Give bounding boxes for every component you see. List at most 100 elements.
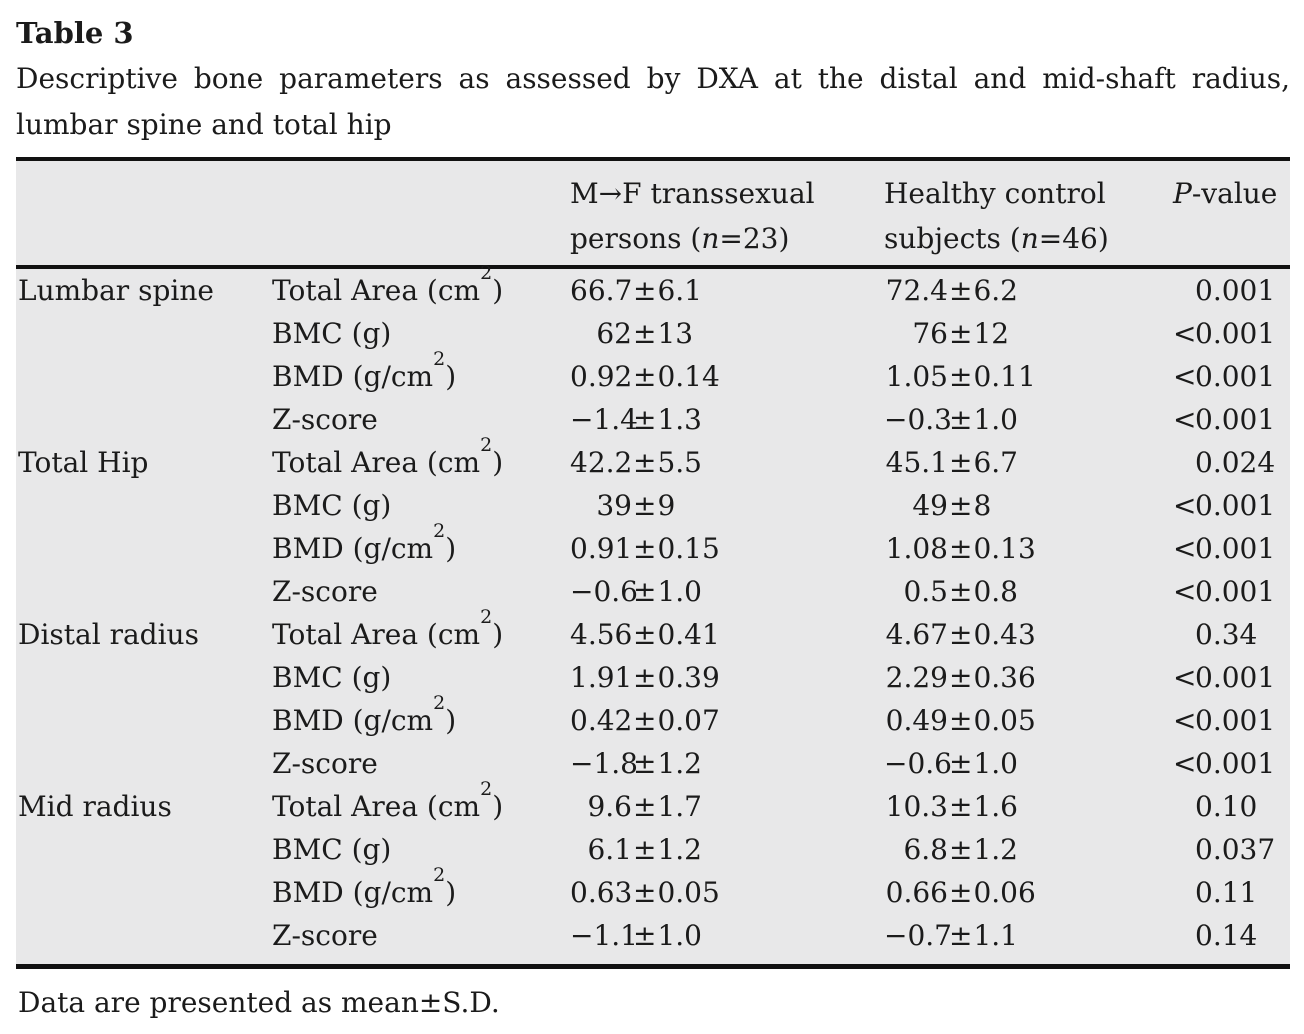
mf-value-cell: −1.8 ±1.2 xyxy=(570,742,884,785)
p-value-cell: 0.024 xyxy=(1195,446,1276,479)
plus-minus: ± xyxy=(949,790,973,823)
plus-minus: ± xyxy=(633,618,657,651)
plus-minus: ± xyxy=(633,790,657,823)
table-caption: Descriptive bone parameters as assessed … xyxy=(16,56,1290,148)
plus-minus: ± xyxy=(949,919,973,952)
italic-p: P xyxy=(1173,177,1192,210)
column-header-mf: M→F transsexual persons (n=23) xyxy=(570,171,884,261)
hc-value-cell: −0.3 ±1.0 xyxy=(884,398,1173,441)
plus-minus: ± xyxy=(633,532,657,565)
table-row: BMD (g/cm2) 0.42 ±0.07 0.49 ±0.05 <0.001 xyxy=(16,693,1290,742)
region-cell xyxy=(16,742,272,785)
p-value-cell: 0.10 xyxy=(1195,790,1258,823)
mf-value-cell: 0.63 ±0.05 xyxy=(570,871,884,914)
header-spacer-parameter xyxy=(272,171,570,261)
plus-minus: ± xyxy=(949,446,973,479)
superscript: 2 xyxy=(480,605,493,628)
parameter-cell: BMC (g) xyxy=(272,833,392,866)
plus-minus: ± xyxy=(633,446,657,479)
table-caption-line-2: lumbar spine and total hip xyxy=(16,108,392,141)
hc-value-cell: −0.7 ±1.1 xyxy=(884,914,1173,957)
plus-minus: ± xyxy=(633,833,657,866)
parameter-cell: BMC (g) xyxy=(272,317,392,350)
region-cell xyxy=(16,398,272,441)
plus-minus: ± xyxy=(949,704,973,737)
plus-minus: ± xyxy=(949,876,973,909)
table-footnote: Data are presented as mean±S.D. xyxy=(18,986,500,1019)
plus-minus: ± xyxy=(633,876,657,909)
mf-value-cell: −1.4 ±1.3 xyxy=(570,398,884,441)
hc-value-cell: 0.66 ±0.06 xyxy=(884,871,1173,914)
superscript: 2 xyxy=(480,777,493,800)
hc-value-cell: 49 ±8 xyxy=(884,484,1173,527)
plus-minus: ± xyxy=(633,919,657,952)
plus-minus: ± xyxy=(633,575,657,608)
plus-minus: ± xyxy=(633,403,657,436)
column-header-hc-line1: Healthy control xyxy=(884,177,1106,210)
region-cell: Lumbar spine xyxy=(18,274,214,307)
mf-value-cell: 0.92 ±0.14 xyxy=(570,355,884,398)
mf-value-cell: 42.2 ±5.5 xyxy=(570,441,884,484)
region-cell: Distal radius xyxy=(18,618,199,651)
parameter-cell: Total Area (cm2) xyxy=(272,777,504,823)
region-cell xyxy=(16,570,272,613)
table-row: BMD (g/cm2) 0.91 ±0.15 1.08 ±0.13 <0.001 xyxy=(16,519,1290,570)
hc-value-cell: 2.29 ±0.36 xyxy=(884,656,1173,699)
superscript: 2 xyxy=(433,863,446,886)
mf-value-cell: −0.6 ±1.0 xyxy=(570,570,884,613)
table-row: Total Hip Total Area (cm2) 42.2 ±5.5 45.1 ±6.… xyxy=(16,435,1290,484)
p-value-cell: <0.001 xyxy=(1173,532,1276,565)
parameter-cell: Z-score xyxy=(272,747,378,780)
p-value-cell: 0.14 xyxy=(1195,919,1258,952)
parameter-cell: Total Area (cm2) xyxy=(272,605,504,651)
table-row: Mid radius Total Area (cm2) 9.6 ±1.7 10.3 ±1.… xyxy=(16,777,1290,828)
mf-value-cell: 66.7 ±6.1 xyxy=(570,269,884,312)
plus-minus: ± xyxy=(949,747,973,780)
plus-minus: ± xyxy=(949,403,973,436)
bottom-rule xyxy=(16,964,1290,969)
plus-minus: ± xyxy=(633,317,657,350)
region-cell xyxy=(16,527,272,570)
plus-minus: ± xyxy=(949,661,973,694)
plus-minus: ± xyxy=(633,747,657,780)
p-value-cell: 0.001 xyxy=(1195,274,1276,307)
parameter-cell: BMD (g/cm2) xyxy=(272,519,457,565)
header-rule xyxy=(16,265,1290,269)
parameter-cell: BMC (g) xyxy=(272,661,392,694)
plus-minus: ± xyxy=(633,661,657,694)
hc-value-cell: 1.05 ±0.11 xyxy=(884,355,1173,398)
mf-value-cell: 0.91 ±0.15 xyxy=(570,527,884,570)
plus-minus: ± xyxy=(949,274,973,307)
p-value-cell: <0.001 xyxy=(1173,317,1276,350)
parameter-cell: BMC (g) xyxy=(272,489,392,522)
table-row: Z-score −1.1 ±1.0 −0.7 ±1.1 0.14 xyxy=(16,914,1290,957)
column-header-p: P-value xyxy=(1173,177,1278,210)
plus-minus: ± xyxy=(633,360,657,393)
column-header-hc-line2: subjects (n=46) xyxy=(884,222,1109,255)
table-row: BMC (g) 62 ±13 76 ±12 <0.001 xyxy=(16,312,1290,355)
parameter-cell: BMD (g/cm2) xyxy=(272,347,457,393)
plus-minus: ± xyxy=(949,317,973,350)
italic-n: n xyxy=(1020,222,1039,255)
parameter-cell: Total Area (cm2) xyxy=(272,261,504,307)
hc-value-cell: 6.8 ±1.2 xyxy=(884,828,1173,871)
region-cell xyxy=(16,699,272,742)
mf-value-cell: 4.56 ±0.41 xyxy=(570,613,884,656)
hc-value-cell: 45.1 ±6.7 xyxy=(884,441,1173,484)
table-title: Table 3 xyxy=(16,16,134,50)
mf-value-cell: 1.91 ±0.39 xyxy=(570,656,884,699)
hc-value-cell: 76 ±12 xyxy=(884,312,1173,355)
hc-value-cell: 0.49 ±0.05 xyxy=(884,699,1173,742)
hc-value-cell: 1.08 ±0.13 xyxy=(884,527,1173,570)
parameter-cell: BMD (g/cm2) xyxy=(272,863,457,909)
hc-value-cell: −0.6 ±1.0 xyxy=(884,742,1173,785)
column-header-hc: Healthy control subjects (n=46) xyxy=(884,171,1173,261)
region-cell xyxy=(16,312,272,355)
table-row: Lumbar spine Total Area (cm2) 66.7 ±6.1 72.4… xyxy=(16,261,1290,312)
parameter-cell: Z-score xyxy=(272,919,378,952)
table-row: Distal radius Total Area (cm2) 4.56 ±0.41 4.… xyxy=(16,605,1290,656)
mf-value-cell: 9.6 ±1.7 xyxy=(570,785,884,828)
superscript: 2 xyxy=(433,519,446,542)
p-value-cell: <0.001 xyxy=(1173,661,1276,694)
mf-value-cell: 39 ±9 xyxy=(570,484,884,527)
